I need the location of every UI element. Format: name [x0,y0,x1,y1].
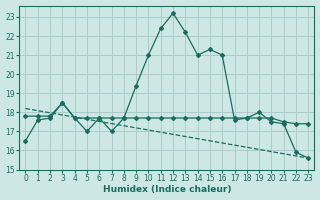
X-axis label: Humidex (Indice chaleur): Humidex (Indice chaleur) [103,185,231,194]
